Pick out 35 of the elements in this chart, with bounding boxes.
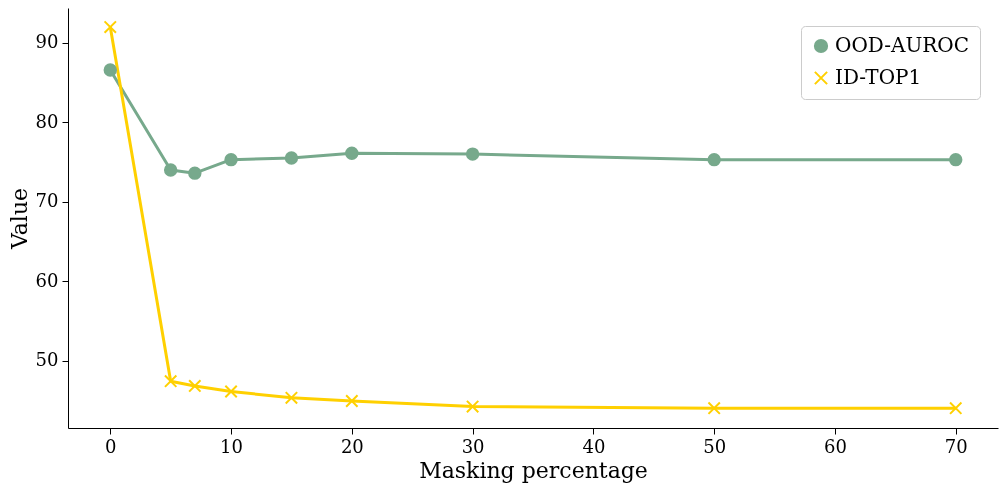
point bbox=[949, 152, 963, 167]
point bbox=[465, 399, 480, 414]
point bbox=[284, 391, 299, 405]
x-tick-label: 30 bbox=[461, 435, 485, 457]
y-tick-label: 80 bbox=[35, 110, 59, 132]
x-tick-label: 10 bbox=[220, 435, 244, 457]
point bbox=[163, 163, 178, 177]
point bbox=[224, 152, 238, 167]
x-tick-label: 70 bbox=[944, 435, 968, 457]
x-tick-label: 50 bbox=[703, 435, 727, 457]
y-axis-title: Value bbox=[6, 187, 32, 251]
point bbox=[345, 394, 359, 408]
y-tick-label: 50 bbox=[35, 349, 59, 371]
point bbox=[707, 401, 721, 415]
point bbox=[707, 152, 721, 167]
y-tick-label: 60 bbox=[35, 269, 59, 291]
x-tick-label: 60 bbox=[823, 435, 847, 457]
x-axis-title: Masking percentage bbox=[419, 457, 648, 483]
point bbox=[345, 146, 359, 160]
point bbox=[949, 401, 963, 415]
x-tick-label: 0 bbox=[105, 435, 117, 457]
point bbox=[465, 147, 480, 161]
x-tick-label: 20 bbox=[340, 435, 364, 457]
point bbox=[103, 20, 117, 34]
point bbox=[103, 63, 117, 77]
point bbox=[284, 151, 299, 165]
point bbox=[163, 374, 178, 388]
y-tick-label: 90 bbox=[35, 31, 59, 53]
point bbox=[224, 384, 238, 399]
legend-label: OOD-AUROC bbox=[835, 33, 970, 57]
legend-label: ID-TOP1 bbox=[835, 65, 922, 89]
y-tick-label: 70 bbox=[35, 190, 59, 212]
point bbox=[188, 379, 202, 393]
point bbox=[188, 166, 202, 180]
x-tick-label: 40 bbox=[582, 435, 606, 457]
